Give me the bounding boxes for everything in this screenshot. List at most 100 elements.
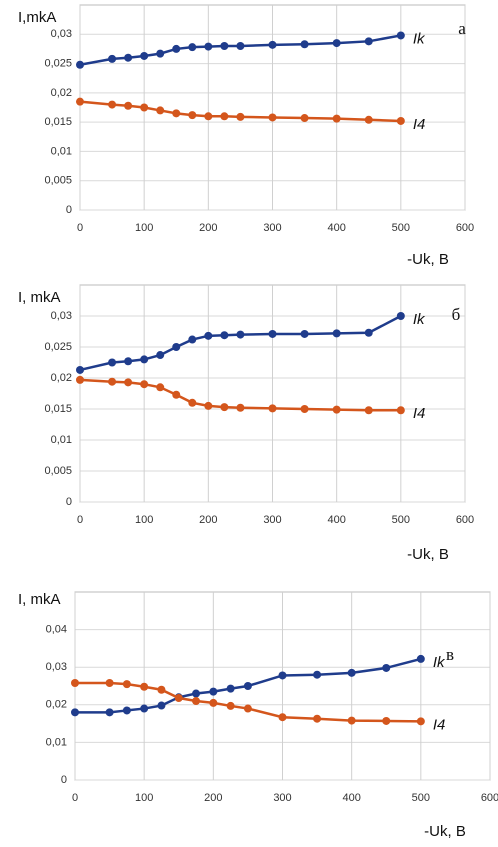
point (71, 678, 79, 687)
point (140, 103, 149, 112)
y-axis-label: I, mkA (18, 289, 61, 306)
x-tick-label: 500 (392, 514, 410, 526)
x-tick-label: 500 (392, 222, 410, 234)
x-tick-label: 200 (204, 792, 222, 804)
point (140, 682, 149, 691)
point (313, 670, 322, 679)
point (300, 329, 309, 338)
panel-letter: б (452, 305, 461, 324)
series-label: I4 (413, 405, 426, 422)
point (156, 106, 165, 115)
point (226, 701, 235, 710)
point (313, 714, 322, 723)
x-tick-label: 600 (456, 514, 474, 526)
x-tick-label: 600 (481, 792, 498, 804)
y-tick-label: 0 (66, 496, 72, 508)
point (332, 39, 341, 48)
point (76, 365, 84, 374)
x-tick-label: 300 (263, 514, 281, 526)
point (396, 312, 405, 320)
point (108, 54, 117, 63)
point (300, 40, 309, 49)
point (140, 704, 149, 713)
point (226, 684, 235, 693)
point (157, 685, 166, 694)
x-tick-label: 400 (327, 514, 345, 526)
point (268, 329, 277, 338)
point (172, 109, 181, 118)
point (204, 112, 213, 121)
y-tick-label: 0,015 (44, 116, 72, 128)
point (71, 708, 79, 717)
point (396, 406, 405, 415)
y-tick-label: 0,03 (51, 310, 72, 322)
y-tick-label: 0,03 (51, 28, 72, 40)
y-tick-label: 0,015 (44, 403, 72, 415)
point (416, 654, 425, 663)
x-tick-label: 400 (342, 792, 360, 804)
point (300, 114, 309, 123)
point (124, 101, 133, 110)
y-tick-label: 0,005 (44, 175, 72, 187)
y-tick-label: 0,025 (44, 57, 72, 69)
series-label: Ik (433, 654, 446, 671)
point (204, 331, 213, 340)
point (157, 701, 166, 710)
y-tick-label: 0 (61, 774, 67, 786)
point (156, 383, 165, 392)
point (364, 406, 373, 415)
point (220, 42, 229, 50)
series-label: I4 (433, 716, 446, 733)
x-tick-label: 0 (77, 514, 83, 526)
point (209, 687, 218, 696)
x-tick-label: 100 (135, 514, 153, 526)
point (396, 116, 405, 125)
point (108, 358, 117, 367)
y-tick-label: 0,01 (46, 736, 67, 748)
point (124, 53, 133, 62)
series-label: Ik (413, 30, 426, 47)
x-axis-label: -Uk, В (424, 823, 466, 840)
point (124, 378, 133, 387)
series-label: Ik (413, 311, 426, 328)
point (140, 51, 149, 60)
point (347, 716, 356, 725)
x-axis-label: -Uk, В (407, 546, 449, 563)
y-tick-label: 0,005 (44, 465, 72, 477)
y-tick-label: 0,02 (51, 87, 72, 99)
x-tick-label: 100 (135, 222, 153, 234)
point (220, 331, 229, 340)
point (278, 671, 287, 680)
point (332, 114, 341, 123)
point (156, 49, 165, 58)
point (209, 698, 218, 707)
x-tick-label: 300 (263, 222, 281, 234)
point (76, 375, 84, 384)
point (140, 380, 149, 389)
panel-letter: в (446, 645, 454, 664)
point (188, 111, 197, 120)
point (396, 31, 405, 40)
x-tick-label: 0 (72, 792, 78, 804)
x-tick-label: 600 (456, 222, 474, 234)
point (278, 713, 287, 722)
panel-letter: а (458, 19, 466, 38)
x-axis-label: -Uk, В (407, 251, 449, 268)
point (236, 42, 245, 50)
point (76, 97, 84, 106)
x-tick-label: 300 (273, 792, 291, 804)
point (382, 663, 391, 672)
point (243, 704, 252, 713)
point (192, 697, 201, 706)
point (236, 112, 245, 121)
point (220, 112, 229, 121)
y-tick-label: 0,02 (46, 699, 67, 711)
point (122, 680, 131, 689)
point (192, 689, 201, 698)
x-tick-label: 500 (412, 792, 430, 804)
point (332, 329, 341, 338)
y-tick-label: 0,03 (46, 661, 67, 673)
point (172, 44, 181, 53)
point (156, 351, 165, 360)
